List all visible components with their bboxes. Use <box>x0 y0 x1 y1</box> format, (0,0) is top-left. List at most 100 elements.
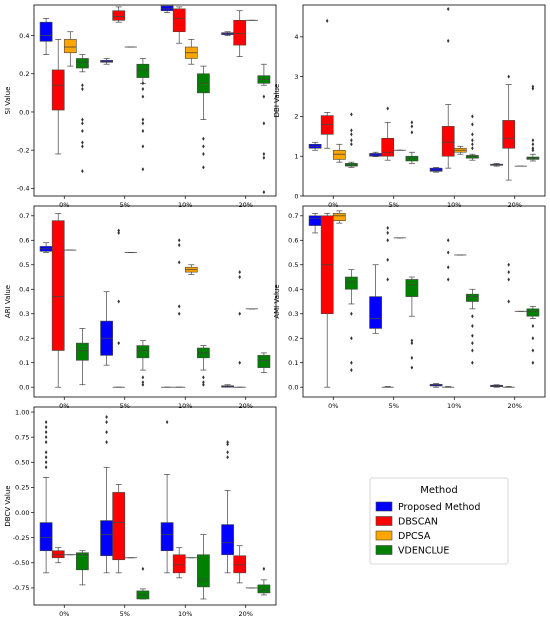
flier <box>507 299 510 304</box>
flier <box>141 87 145 92</box>
box-dpcsa-0pct <box>63 31 77 67</box>
flier <box>202 144 205 149</box>
box-vdenclue-10pct <box>197 534 210 600</box>
flier <box>44 455 48 460</box>
subplot-dbcv-value: -0.75 -0.50 -0.25 0.00 0.25 0.50 0.75 1.00 0% 5% 1… <box>4 406 277 618</box>
y-tick-label: 2 <box>294 113 298 121</box>
legend-item-dbscan: DBSCAN <box>375 516 438 528</box>
flier <box>44 465 48 470</box>
box-dbscan-0pct <box>320 212 334 388</box>
legend-item-dpcsa: DPCSA <box>375 530 431 542</box>
box-body <box>502 120 516 149</box>
flier <box>117 230 120 235</box>
flier <box>141 81 145 86</box>
flier <box>410 365 414 370</box>
flier <box>81 117 84 122</box>
flier <box>471 341 474 346</box>
box-body <box>160 5 174 12</box>
flier <box>141 566 145 571</box>
box-dbscan-10pct <box>172 547 186 579</box>
y-tick-label: 0.5 <box>288 261 298 269</box>
flier <box>202 151 205 156</box>
flier <box>262 566 266 571</box>
box-vdenclue-5pct <box>136 340 150 387</box>
flier <box>238 275 241 280</box>
box-body <box>76 552 89 571</box>
flier <box>350 311 353 316</box>
flier <box>81 121 84 126</box>
flier <box>141 375 145 380</box>
y-tick-label: 0.4 <box>19 286 29 294</box>
y-tick-label: 3 <box>294 73 298 81</box>
x-tick-label: 5% <box>120 610 130 618</box>
box-vdenclue-5pct <box>136 566 150 600</box>
flier <box>165 420 169 425</box>
flier <box>177 304 181 309</box>
box-body <box>172 554 186 574</box>
flier <box>141 117 145 122</box>
flier <box>386 106 389 111</box>
x-tick-label: 5% <box>120 201 130 209</box>
flier <box>471 142 474 147</box>
flier <box>446 6 450 11</box>
box-body <box>257 584 271 594</box>
flier <box>471 333 474 338</box>
box-dbscan-0pct <box>51 547 65 564</box>
flier <box>262 155 266 160</box>
flier <box>531 360 535 365</box>
flier <box>507 270 510 275</box>
box-body <box>233 555 247 574</box>
flier <box>105 430 108 435</box>
box-body <box>466 155 479 159</box>
box-body <box>332 213 346 221</box>
box-proposed-method-0pct <box>308 212 322 234</box>
y-tick-label: 0.00 <box>15 509 29 517</box>
y-tick-label: 0.0 <box>19 384 29 392</box>
box-body <box>332 149 346 160</box>
box-proposed-method-0pct <box>39 18 53 56</box>
box-body <box>441 126 455 157</box>
flier <box>350 132 353 137</box>
box-proposed-method-0pct <box>39 420 53 574</box>
box-vdenclue-5pct <box>405 120 419 164</box>
flier <box>262 121 266 126</box>
box-dbscan-20pct <box>502 262 515 388</box>
x-tick-label: 0% <box>59 610 69 618</box>
flier <box>262 190 266 195</box>
flier <box>202 136 205 141</box>
legend-title: Method <box>420 485 458 496</box>
legend-frame <box>369 477 509 565</box>
box-body <box>100 520 113 557</box>
flier <box>177 260 181 265</box>
box-body <box>197 554 210 588</box>
flier <box>226 455 229 460</box>
flier <box>507 277 510 282</box>
box-vdenclue-10pct <box>466 114 479 161</box>
box-vdenclue-20pct <box>257 566 271 596</box>
flier <box>471 132 474 137</box>
flier <box>471 314 474 319</box>
flier <box>350 368 353 373</box>
x-tick-label: 20% <box>239 610 253 618</box>
box-body <box>51 550 65 559</box>
box-vdenclue-5pct <box>136 58 150 172</box>
y-tick-label: 0.1 <box>19 359 29 367</box>
box-vdenclue-0pct <box>76 550 89 586</box>
box-body <box>51 69 65 111</box>
box-vdenclue-10pct <box>197 345 210 387</box>
y-tick-label: 0.7 <box>19 212 29 220</box>
flier <box>141 380 145 385</box>
y-axis-label: DBCV Value <box>4 485 12 526</box>
flier <box>350 142 353 147</box>
plots: -0.4 -0.2 0.0 0.2 0.4 0% 5% 10% 20% SI Value 0 1 2 3 4… <box>4 4 546 618</box>
flier <box>226 442 229 447</box>
box-body <box>112 10 126 21</box>
y-tick-label: 0.2 <box>19 70 29 78</box>
y-tick-label: 0.4 <box>19 32 29 40</box>
plot-frame <box>33 205 277 398</box>
x-tick-label: 0% <box>328 201 338 209</box>
y-tick-label: 0.0 <box>19 108 29 116</box>
plot-frame <box>302 4 546 197</box>
box-dbscan-5pct <box>381 226 394 388</box>
box-proposed-method-20pct <box>221 384 234 388</box>
